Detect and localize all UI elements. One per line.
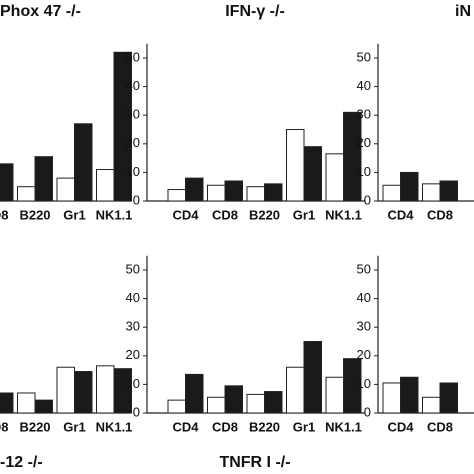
chart-title: iN bbox=[455, 3, 471, 20]
bar bbox=[400, 376, 419, 414]
y-tick-label: 0 bbox=[364, 192, 371, 207]
bar bbox=[422, 183, 441, 202]
x-tick-label: B220 bbox=[19, 419, 50, 434]
bar bbox=[207, 396, 226, 414]
chart-title: IFN-γ -/- bbox=[225, 3, 285, 20]
x-tick-label: CD8 bbox=[212, 207, 238, 222]
x-tick-label: B220 bbox=[249, 207, 280, 222]
y-tick-label: 50 bbox=[126, 49, 140, 64]
bar bbox=[439, 382, 458, 414]
bar bbox=[303, 341, 322, 414]
x-tick-label: CD8 bbox=[0, 207, 9, 222]
x-tick-label: NK1.1 bbox=[325, 419, 362, 434]
bar bbox=[0, 163, 14, 202]
bar bbox=[207, 184, 226, 202]
x-tick-label: CD8 bbox=[0, 419, 9, 434]
x-tick-label: B220 bbox=[249, 419, 280, 434]
bar bbox=[113, 51, 132, 202]
bar bbox=[185, 373, 204, 414]
bar bbox=[246, 186, 265, 202]
x-tick-label: CD8 bbox=[427, 419, 453, 434]
bar bbox=[0, 392, 14, 414]
y-tick-label: 20 bbox=[126, 135, 140, 150]
y-tick-label: 40 bbox=[126, 78, 140, 93]
x-tick-label: Gr1 bbox=[63, 207, 85, 222]
x-tick-label: CD4 bbox=[172, 207, 199, 222]
y-tick-label: 30 bbox=[357, 319, 371, 334]
x-tick-label: Gr1 bbox=[63, 419, 85, 434]
chart-title: TNFR I -/- bbox=[219, 454, 290, 471]
bar bbox=[167, 399, 186, 414]
chart-title: -12 -/- bbox=[0, 454, 43, 471]
bar bbox=[224, 180, 243, 202]
y-tick-label: 30 bbox=[357, 107, 371, 122]
y-tick-label: 30 bbox=[126, 107, 140, 122]
bar bbox=[286, 129, 305, 202]
x-tick-label: CD4 bbox=[172, 419, 199, 434]
y-tick-label: 10 bbox=[357, 376, 371, 391]
bar bbox=[422, 396, 441, 414]
y-tick-label: 20 bbox=[357, 347, 371, 362]
bar bbox=[17, 186, 36, 202]
x-tick-label: CD4 bbox=[387, 419, 414, 434]
bar bbox=[17, 392, 36, 414]
x-tick-label: NK1.1 bbox=[96, 419, 133, 434]
bar bbox=[34, 399, 53, 414]
bar bbox=[286, 366, 305, 414]
y-tick-label: 10 bbox=[357, 164, 371, 179]
y-tick-label: 30 bbox=[126, 319, 140, 334]
bar bbox=[325, 153, 344, 202]
bar bbox=[56, 366, 75, 414]
bar bbox=[382, 184, 401, 202]
chart-title: Phox 47 -/- bbox=[0, 3, 81, 20]
bar bbox=[74, 123, 93, 202]
x-tick-label: Gr1 bbox=[293, 207, 315, 222]
bar bbox=[303, 146, 322, 202]
y-tick-label: 10 bbox=[126, 164, 140, 179]
bar bbox=[343, 358, 362, 414]
y-tick-label: 50 bbox=[357, 49, 371, 64]
x-tick-label: CD4 bbox=[387, 207, 414, 222]
bar bbox=[96, 169, 115, 202]
y-tick-label: 50 bbox=[126, 261, 140, 276]
y-tick-label: 40 bbox=[357, 290, 371, 305]
y-tick-label: 0 bbox=[364, 404, 371, 419]
bar bbox=[325, 376, 344, 414]
x-tick-label: CD8 bbox=[212, 419, 238, 434]
y-tick-label: 20 bbox=[126, 347, 140, 362]
bar bbox=[113, 368, 132, 414]
bar bbox=[185, 177, 204, 202]
bar bbox=[34, 156, 53, 202]
y-tick-label: 10 bbox=[126, 376, 140, 391]
x-tick-label: B220 bbox=[19, 207, 50, 222]
bar bbox=[74, 371, 93, 414]
x-tick-label: NK1.1 bbox=[96, 207, 133, 222]
x-tick-label: NK1.1 bbox=[325, 207, 362, 222]
bar bbox=[264, 391, 283, 414]
y-tick-label: 0 bbox=[133, 404, 140, 419]
y-tick-label: 20 bbox=[357, 135, 371, 150]
bar bbox=[56, 177, 75, 202]
bar bbox=[96, 365, 115, 414]
bar bbox=[343, 111, 362, 202]
bar bbox=[400, 171, 419, 202]
x-tick-label: CD8 bbox=[427, 207, 453, 222]
x-tick-label: Gr1 bbox=[293, 419, 315, 434]
bar bbox=[382, 382, 401, 414]
bar bbox=[224, 385, 243, 414]
y-tick-label: 40 bbox=[126, 290, 140, 305]
bar bbox=[167, 189, 186, 202]
bar bbox=[246, 393, 265, 414]
y-tick-label: 0 bbox=[133, 192, 140, 207]
bar bbox=[439, 180, 458, 202]
y-tick-label: 40 bbox=[357, 78, 371, 93]
y-tick-label: 50 bbox=[357, 261, 371, 276]
bar bbox=[264, 183, 283, 202]
